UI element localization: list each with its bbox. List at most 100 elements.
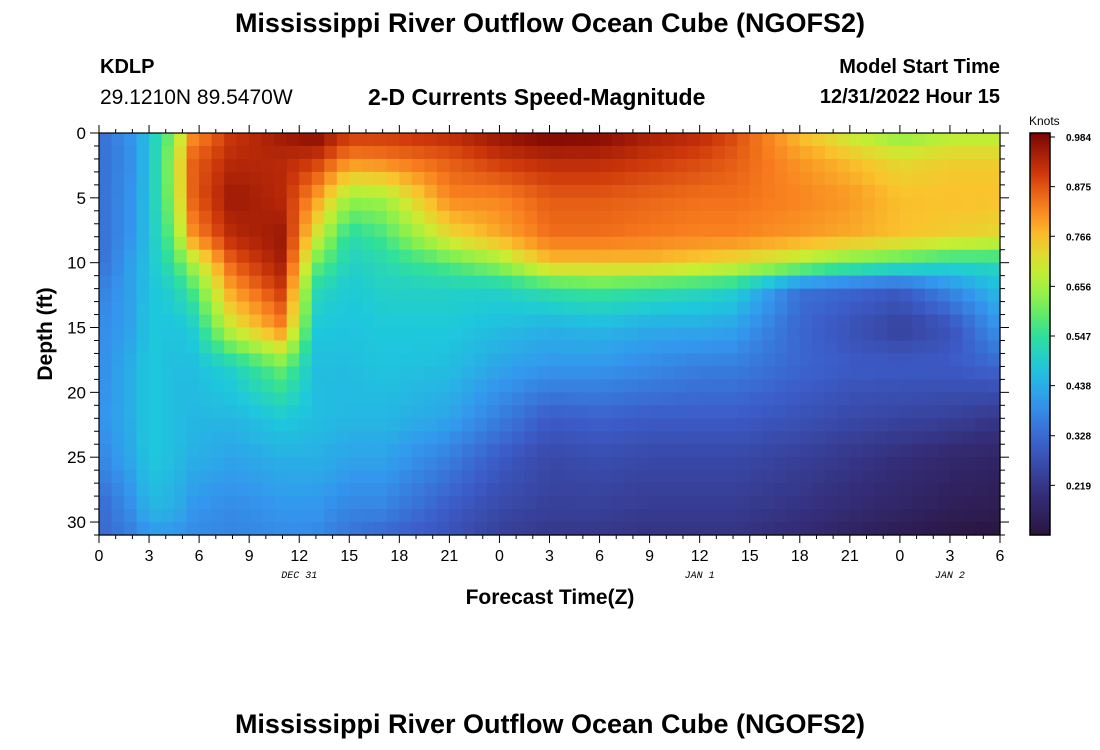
heatmap-cell: [136, 158, 150, 173]
heatmap-cell: [174, 158, 188, 173]
heatmap-cell: [962, 236, 976, 251]
heatmap-cell: [174, 444, 188, 458]
heatmap-cell: [324, 314, 338, 329]
heatmap-cell: [799, 249, 813, 264]
heatmap-cell: [311, 197, 325, 212]
heatmap-cell: [762, 392, 776, 406]
heatmap-cell: [311, 340, 325, 355]
heatmap-cell: [299, 210, 313, 225]
heatmap-cell: [261, 158, 275, 173]
heatmap-cell: [361, 509, 375, 523]
heatmap-cell: [461, 353, 476, 368]
heatmap-cell: [699, 509, 713, 523]
heatmap-cell: [599, 301, 613, 316]
heatmap-cell: [962, 249, 976, 264]
x-tick-label: 15: [340, 548, 358, 565]
heatmap-cell: [161, 171, 175, 186]
heatmap-cell: [949, 314, 964, 329]
station-id: KDLP: [100, 56, 155, 78]
heatmap-cell: [637, 171, 651, 186]
heatmap-cell: [186, 366, 200, 380]
heatmap-cell: [749, 249, 763, 264]
heatmap-cell: [486, 327, 501, 342]
heatmap-cell: [612, 314, 626, 329]
heatmap-cell: [824, 444, 838, 458]
heatmap-cell: [511, 366, 526, 380]
heatmap-cell: [749, 210, 763, 225]
heatmap-cell: [124, 483, 138, 497]
heatmap-cell: [361, 483, 375, 497]
heatmap-cell: [161, 392, 175, 406]
heatmap-cell: [261, 197, 275, 212]
heatmap-cell: [361, 301, 375, 316]
heatmap-cell: [111, 184, 125, 199]
heatmap-cell: [687, 184, 701, 199]
heatmap-cell: [411, 184, 425, 199]
heatmap-cell: [924, 509, 939, 523]
heatmap-cell: [737, 392, 751, 406]
heatmap-cell: [937, 327, 951, 342]
heatmap-cell: [124, 457, 138, 471]
heatmap-cell: [762, 405, 776, 419]
heatmap-cell: [887, 288, 901, 303]
heatmap-cell: [449, 327, 463, 342]
heatmap-cell: [261, 444, 275, 458]
heatmap-cell: [599, 314, 613, 329]
heatmap-cell: [987, 210, 1001, 225]
heatmap-cell: [937, 184, 951, 199]
heatmap-cell: [174, 171, 188, 186]
heatmap-cell: [724, 522, 738, 536]
heatmap-cell: [524, 133, 538, 147]
heatmap-cell: [774, 353, 788, 368]
heatmap-cell: [612, 353, 626, 368]
heatmap-cell: [261, 340, 275, 355]
heatmap-cell: [349, 366, 363, 380]
heatmap-cell: [637, 275, 651, 290]
heatmap-cell: [174, 483, 188, 497]
heatmap-cell: [149, 249, 163, 264]
heatmap-cell: [124, 366, 138, 380]
heatmap-cell: [624, 171, 638, 186]
heatmap-cell: [687, 145, 701, 160]
heatmap-cell: [211, 405, 225, 419]
heatmap-cell: [837, 522, 851, 536]
y-axis-label: Depth (ft): [34, 287, 57, 380]
heatmap-cell: [712, 496, 726, 510]
heatmap-cell: [762, 470, 776, 484]
heatmap-cell: [987, 184, 1001, 199]
heatmap-cell: [949, 366, 964, 380]
heatmap-cell: [411, 353, 425, 368]
heatmap-cell: [924, 197, 939, 212]
heatmap-cell: [236, 314, 250, 329]
heatmap-cell: [186, 340, 200, 355]
heatmap-cell: [311, 314, 325, 329]
heatmap-cell: [687, 457, 701, 471]
heatmap-cell: [737, 275, 751, 290]
heatmap-cell: [149, 483, 163, 497]
heatmap-cell: [699, 184, 713, 199]
heatmap-cell: [887, 353, 901, 368]
heatmap-cell: [536, 340, 551, 355]
heatmap-cell: [899, 457, 913, 471]
heatmap-cell: [174, 133, 188, 147]
heatmap-cell: [862, 184, 876, 199]
heatmap-cell: [974, 262, 989, 277]
heatmap-cell: [562, 379, 576, 393]
heatmap-cell: [99, 223, 113, 238]
heatmap-cell: [649, 184, 663, 199]
heatmap-cell: [174, 223, 188, 238]
heatmap-cell: [599, 496, 613, 510]
heatmap-cell: [136, 379, 150, 393]
heatmap-cell: [211, 366, 225, 380]
heatmap-cell: [211, 171, 225, 186]
heatmap-cell: [887, 418, 901, 432]
heatmap-cell: [599, 431, 613, 445]
heatmap-cell: [511, 145, 526, 160]
heatmap-cell: [524, 405, 538, 419]
heatmap-cell: [549, 405, 563, 419]
heatmap-cell: [349, 509, 363, 523]
heatmap-cell: [174, 392, 188, 406]
heatmap-cell: [712, 392, 726, 406]
heatmap-cell: [912, 340, 926, 355]
heatmap-cell: [336, 483, 350, 497]
